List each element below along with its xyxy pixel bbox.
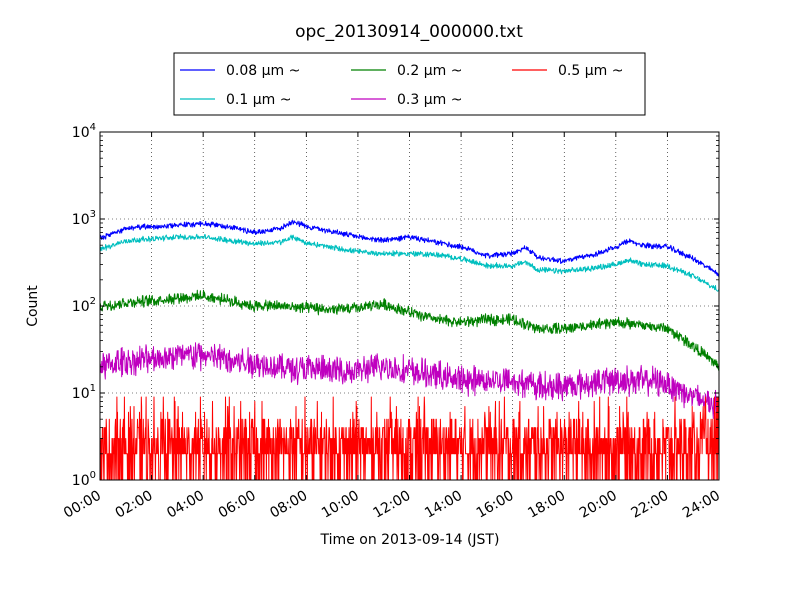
x-tick-label: 00:00	[61, 488, 104, 522]
y-tick-label: 102	[72, 296, 96, 315]
x-tick-label: 14:00	[422, 488, 465, 522]
series-line-3	[99, 289, 720, 371]
x-tick-label: 06:00	[216, 488, 259, 522]
x-tick-label: 18:00	[525, 488, 568, 522]
x-tick-label: 10:00	[319, 488, 362, 522]
x-tick-label: 16:00	[474, 488, 517, 522]
y-tick-label: 101	[72, 383, 96, 402]
legend-label-4: 0.3 μm ~	[397, 92, 462, 108]
x-tick-label: 12:00	[371, 488, 414, 522]
y-tick-label: 103	[72, 209, 96, 228]
legend: 0.08 μm ~ 0.1 μm ~ 0.2 μm ~ 0.3 μm ~ 0.5 μm …	[173, 52, 646, 116]
x-tick-label: 08:00	[267, 488, 310, 522]
x-axis-label: Time on 2013-09-14 (JST)	[320, 532, 500, 548]
chart-title: opc_20130914_000000.txt	[295, 22, 523, 42]
series-line-2	[99, 233, 720, 292]
y-tick-label: 104	[72, 122, 96, 141]
legend-items: 0.08 μm ~ 0.1 μm ~ 0.2 μm ~ 0.3 μm ~ 0.5 μm …	[180, 63, 623, 108]
x-tick-label: 04:00	[164, 488, 207, 522]
x-tick-label: 24:00	[680, 488, 723, 522]
legend-label-3: 0.2 μm ~	[397, 63, 462, 79]
series-line-4	[99, 342, 720, 421]
series-lines	[99, 219, 720, 481]
legend-box	[173, 52, 646, 116]
series-line-1	[99, 219, 720, 277]
y-axis-label: Count	[25, 285, 41, 327]
x-tick-label: 22:00	[628, 488, 671, 522]
y-tick-label: 100	[72, 470, 96, 489]
legend-label-5: 0.5 μm ~	[558, 63, 623, 79]
legend-label-1: 0.08 μm ~	[226, 63, 300, 79]
legend-label-2: 0.1 μm ~	[226, 92, 291, 108]
x-tick-label: 20:00	[577, 488, 620, 522]
x-tick-label: 02:00	[113, 488, 156, 522]
